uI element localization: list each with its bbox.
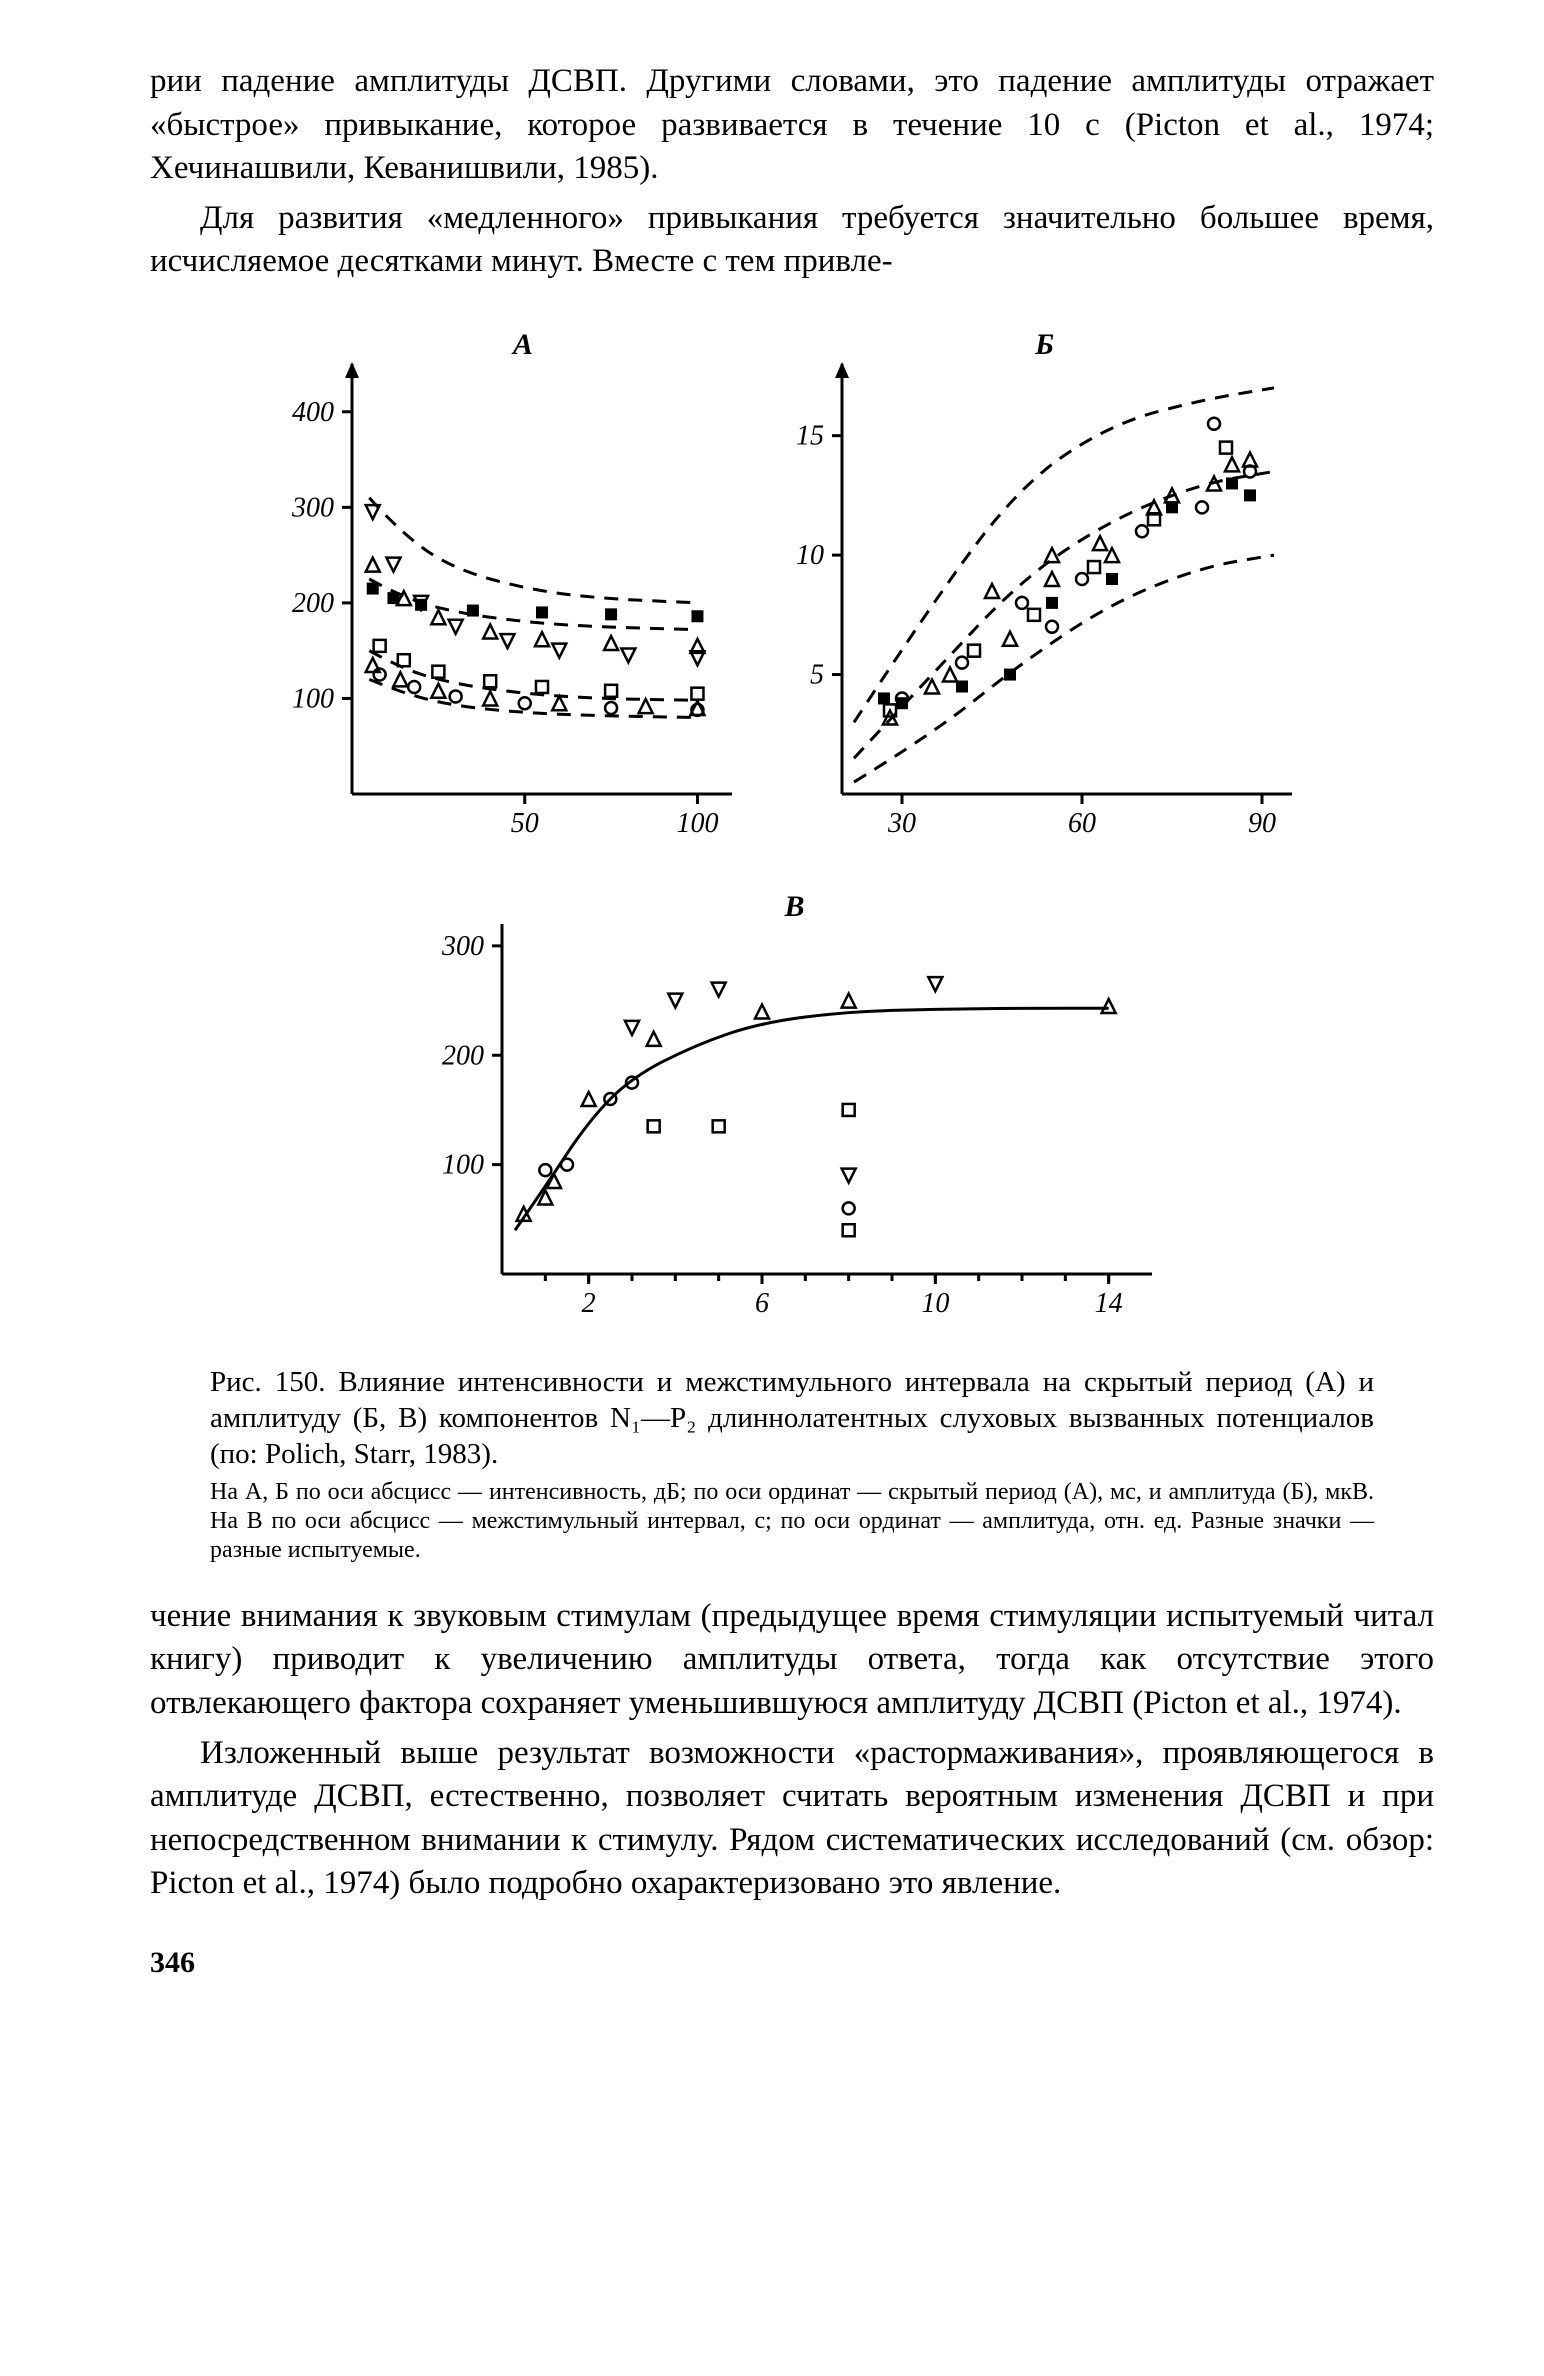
figure-150: 50 100 100 200 300 400 А 30 60 90 5 10 15 Б 2 6 10 14 100… — [150, 314, 1434, 1344]
svg-text:400: 400 — [292, 397, 334, 428]
svg-text:100: 100 — [292, 683, 334, 714]
page-number: 346 — [150, 1946, 1434, 1980]
svg-text:200: 200 — [442, 1040, 484, 1071]
figure-caption: Рис. 150. Влияние интенсивности и межсти… — [210, 1364, 1374, 1473]
svg-text:100: 100 — [442, 1149, 484, 1180]
svg-text:5: 5 — [810, 659, 824, 690]
body-text: Изложенный выше результат возможности «р… — [150, 1732, 1434, 1906]
body-text: чение внимания к звуковым стимулам (пред… — [150, 1595, 1434, 1726]
svg-text:60: 60 — [1068, 808, 1096, 839]
svg-text:В: В — [783, 890, 804, 923]
svg-text:100: 100 — [676, 808, 718, 839]
svg-text:10: 10 — [921, 1288, 949, 1319]
svg-text:90: 90 — [1248, 808, 1276, 839]
body-text: Для развития «медленного» привыкания тре… — [150, 197, 1434, 284]
svg-text:15: 15 — [796, 420, 824, 451]
svg-text:200: 200 — [292, 588, 334, 619]
svg-text:10: 10 — [796, 540, 824, 571]
svg-text:50: 50 — [511, 808, 539, 839]
svg-text:2: 2 — [582, 1288, 596, 1319]
svg-text:30: 30 — [887, 808, 916, 839]
svg-text:300: 300 — [291, 492, 334, 523]
chart-v: 2 6 10 14 100 200 300 В — [342, 874, 1242, 1344]
figure-subcaption: На А, Б по оси абсцисс — интенсивность, … — [210, 1478, 1374, 1564]
svg-text:300: 300 — [441, 931, 484, 962]
svg-text:6: 6 — [755, 1288, 769, 1319]
body-text: рии падение амплитуды ДСВП. Другими слов… — [150, 60, 1434, 191]
svg-text:14: 14 — [1095, 1288, 1123, 1319]
svg-text:Б: Б — [1034, 328, 1054, 361]
charts-a-b: 50 100 100 200 300 400 А 30 60 90 5 10 15 Б — [242, 314, 1342, 874]
svg-text:А: А — [511, 328, 533, 361]
